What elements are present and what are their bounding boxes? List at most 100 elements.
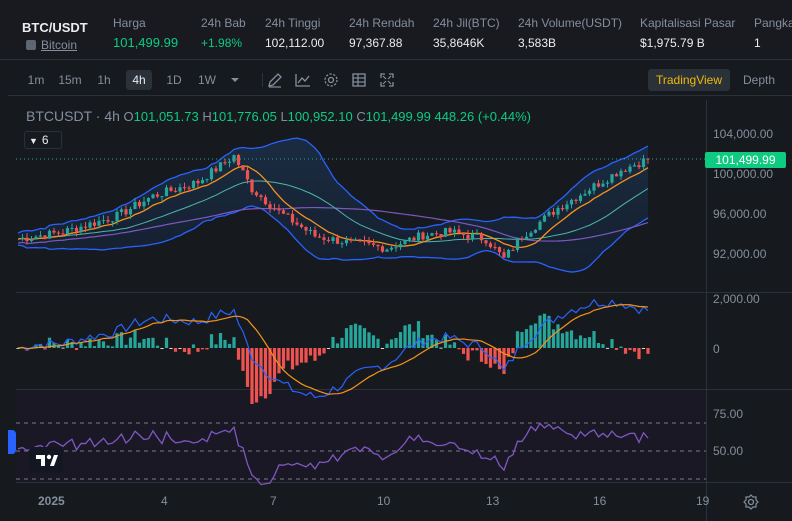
- line-chart-icon[interactable]: [294, 71, 312, 89]
- macd-histogram-bar: [592, 331, 596, 348]
- macd-histogram-bar: [214, 344, 218, 348]
- macd-histogram-bar: [407, 324, 412, 348]
- timeframe-1m[interactable]: 1m: [27, 73, 45, 87]
- candle-body: [65, 228, 70, 234]
- candle-body: [79, 226, 83, 232]
- macd-histogram-bar: [250, 348, 254, 404]
- indicator-toggle[interactable]: ▼ 6: [24, 131, 62, 149]
- candle-body: [551, 211, 556, 215]
- macd-histogram-bar: [493, 348, 497, 364]
- candle-body: [182, 187, 187, 189]
- candle-body: [470, 233, 475, 239]
- stat-value: 35,8646K: [433, 36, 485, 50]
- candle-body: [371, 243, 376, 245]
- pair-title[interactable]: BTC/USDT: [22, 20, 88, 35]
- macd-histogram-bar: [362, 328, 367, 348]
- candle-body: [83, 226, 88, 228]
- candle-body: [425, 235, 430, 240]
- stat-value: 3,583B: [518, 36, 557, 50]
- macd-histogram-bar: [601, 344, 605, 348]
- macd-histogram-bar: [263, 348, 268, 399]
- stat-market-cap: Kapitalisasi Pasar $1,975.79 B: [640, 16, 735, 50]
- macd-histogram-bar: [79, 342, 83, 348]
- pencil-icon[interactable]: [266, 71, 284, 89]
- candle-body: [61, 233, 65, 235]
- macd-histogram-bar: [25, 348, 29, 351]
- stat-label: 24h Rendah: [349, 16, 415, 30]
- caret-down-icon[interactable]: [226, 71, 244, 89]
- macd-histogram-bar: [506, 348, 511, 357]
- macd-histogram-bar: [326, 348, 331, 349]
- stat-24h-volume-btc: 24h Jil(BTC) 35,8646K: [433, 16, 500, 50]
- macd-histogram-bar: [200, 348, 205, 350]
- coin-name-link[interactable]: Bitcoin: [41, 38, 78, 52]
- tradingview-button[interactable]: TradingView: [648, 69, 730, 91]
- candle-body: [389, 247, 394, 250]
- chart-canvas[interactable]: 104,000.00 100,000.00 96,000.00 92,000.00 2,…: [16, 100, 792, 521]
- candle-body: [466, 234, 470, 239]
- macd-histogram-bar: [380, 348, 385, 349]
- stat-label: 24h Jil(BTC): [433, 16, 500, 30]
- legend-close-label: C: [356, 109, 366, 124]
- macd-histogram-bar: [502, 348, 506, 374]
- timeframe-15m[interactable]: 15m: [58, 73, 82, 87]
- table-icon[interactable]: [350, 71, 368, 89]
- macd-histogram-bar: [268, 348, 272, 395]
- macd-histogram-bar: [295, 348, 299, 366]
- macd-histogram-bar: [101, 341, 106, 348]
- candle-body: [547, 211, 551, 216]
- timeframe-1w[interactable]: 1W: [198, 73, 216, 87]
- side-panel-toggle[interactable]: [8, 430, 16, 454]
- legend-open: 101,051.73: [133, 109, 199, 124]
- macd-histogram-bar: [637, 348, 641, 360]
- time-axis-label: 13: [486, 494, 500, 508]
- candle-body: [272, 208, 277, 210]
- macd-histogram-bar: [92, 346, 97, 348]
- gear-icon[interactable]: [322, 71, 340, 89]
- candle-body: [281, 210, 286, 214]
- macd-histogram-bar: [610, 339, 614, 348]
- candle-body: [601, 183, 605, 187]
- timeframe-1d[interactable]: 1D: [166, 73, 182, 87]
- macd-histogram-bar: [646, 348, 650, 354]
- macd-histogram-bar: [556, 324, 560, 348]
- candle-body: [326, 239, 331, 241]
- expand-icon[interactable]: [378, 71, 396, 89]
- candle-body: [151, 194, 155, 199]
- depth-button[interactable]: Depth: [742, 73, 776, 87]
- candle-body: [236, 155, 241, 166]
- price-chart[interactable]: 104,000.00 100,000.00 96,000.00 92,000.00 2,…: [16, 100, 792, 521]
- candle-body: [637, 165, 641, 168]
- macd-histogram-bar: [398, 332, 403, 348]
- macd-histogram-bar: [371, 335, 376, 348]
- stat-label: Pangka: [754, 16, 792, 30]
- candle-body: [367, 241, 371, 244]
- candle-body: [169, 187, 173, 191]
- chart-settings-icon[interactable]: [742, 493, 760, 511]
- timeframe-1h[interactable]: 1h: [97, 73, 111, 87]
- candle-body: [583, 193, 587, 196]
- pair-subtitle[interactable]: Bitcoin: [26, 38, 77, 52]
- time-axis-label: 19: [696, 494, 710, 508]
- market-header: BTC/USDT Bitcoin Harga 101,499.99 24h Ba…: [0, 0, 792, 60]
- candle-body: [263, 197, 268, 205]
- candle-body: [290, 213, 295, 223]
- macd-histogram-bar: [628, 348, 632, 351]
- macd-histogram-bar: [605, 347, 610, 349]
- time-axis-label: 2025: [38, 494, 65, 508]
- macd-histogram-bar: [83, 346, 88, 348]
- stat-value: +1.98%: [201, 36, 243, 50]
- candle-body: [47, 230, 52, 239]
- macd-histogram-bar: [317, 348, 322, 356]
- macd-axis-label: 0: [713, 342, 720, 356]
- candle-body: [299, 224, 304, 228]
- candle-body: [623, 170, 628, 172]
- legend-low: 100,952.10: [287, 109, 353, 124]
- macd-histogram-bar: [308, 348, 313, 356]
- candle-body: [227, 161, 232, 163]
- candle-body: [137, 201, 142, 207]
- candle-body: [416, 232, 421, 241]
- bollinger-lower-line: [17, 205, 649, 273]
- timeframe-4h[interactable]: 4h: [126, 70, 152, 90]
- ma-fast-line: [17, 165, 649, 249]
